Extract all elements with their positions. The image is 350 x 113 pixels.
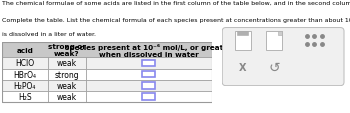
Bar <box>48 58 86 69</box>
Bar <box>48 69 86 80</box>
Bar <box>142 60 155 67</box>
Text: strong: strong <box>55 70 79 79</box>
Text: weak: weak <box>57 81 77 90</box>
Text: H₂PO₄: H₂PO₄ <box>14 81 36 90</box>
Text: species present at 10⁻⁶ mol/L, or greater
when dissolved in water: species present at 10⁻⁶ mol/L, or greate… <box>65 44 232 57</box>
Bar <box>48 80 86 91</box>
Bar <box>86 80 212 91</box>
Bar <box>2 69 48 80</box>
Bar <box>48 91 86 102</box>
Text: is dissolved in a liter of water.: is dissolved in a liter of water. <box>2 32 96 37</box>
Text: The chemical formulae of some acids are listed in the first column of the table : The chemical formulae of some acids are … <box>2 1 350 6</box>
Polygon shape <box>278 32 282 35</box>
Bar <box>86 91 212 102</box>
Text: Complete the table. List the chemical formula of each species present at concent: Complete the table. List the chemical fo… <box>2 16 350 22</box>
Bar <box>2 91 48 102</box>
Bar <box>2 43 212 58</box>
Bar <box>234 32 251 51</box>
Bar <box>142 94 155 100</box>
FancyBboxPatch shape <box>222 28 344 86</box>
Bar <box>2 80 48 91</box>
Bar <box>237 31 248 35</box>
Text: ↺: ↺ <box>268 60 280 74</box>
Bar <box>266 32 282 51</box>
Text: acid: acid <box>16 47 33 53</box>
Text: H₂S: H₂S <box>18 92 32 101</box>
Text: X: X <box>238 62 246 72</box>
Text: weak: weak <box>57 59 77 68</box>
Bar <box>86 69 212 80</box>
Bar <box>2 43 212 102</box>
Text: strong or
weak?: strong or weak? <box>48 44 86 57</box>
Bar <box>86 58 212 69</box>
Text: HBrO₄: HBrO₄ <box>13 70 36 79</box>
Bar <box>2 58 48 69</box>
Text: HClO: HClO <box>15 59 34 68</box>
Bar <box>142 82 155 89</box>
Bar <box>142 71 155 78</box>
Text: weak: weak <box>57 92 77 101</box>
